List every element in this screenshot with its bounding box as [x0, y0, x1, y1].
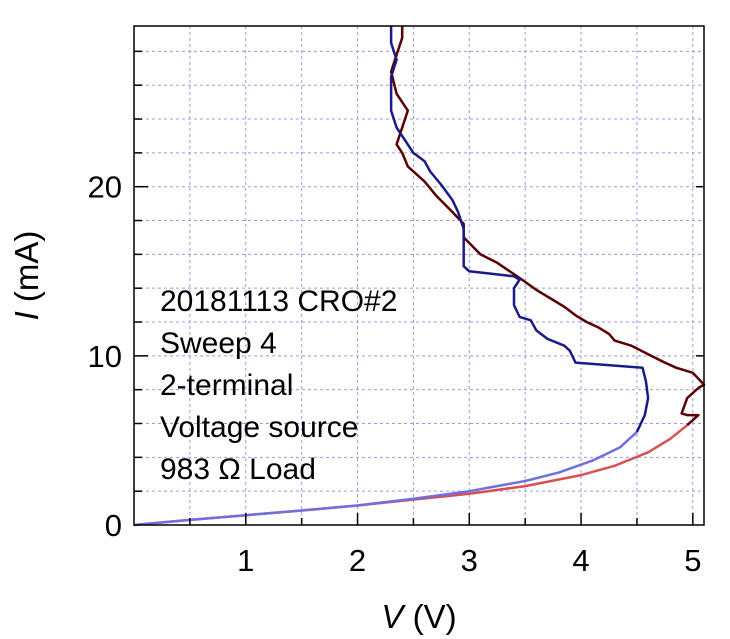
x-axis-unit: (V) [413, 598, 457, 635]
x-axis-variable: V [381, 598, 406, 635]
y-tick-label: 0 [105, 508, 122, 543]
y-axis-unit: (mA) [8, 231, 45, 302]
annotation-line-date-device: 20181113 CRO#2 [160, 285, 397, 318]
y-axis-label: I (mA) [8, 231, 45, 321]
annotation-line-sweep: Sweep 4 [160, 327, 277, 360]
x-tick-label: 1 [237, 543, 254, 578]
series-layer [133, 26, 706, 527]
series-2-high-line [389, 26, 650, 433]
series-2-low-line [133, 431, 638, 527]
annotation-line-source: Voltage source [160, 411, 358, 444]
grid [134, 26, 704, 525]
annotation-line-terminal: 2-terminal [160, 369, 293, 402]
x-axis-label: V (V) [381, 598, 456, 635]
y-tick-label: 20 [88, 170, 122, 205]
plot-frame [133, 25, 705, 526]
x-tick-label: 2 [349, 543, 366, 578]
x-tick-label: 4 [572, 543, 589, 578]
annotation-line-load: 983 Ω Load [160, 453, 316, 486]
x-tick-label: 5 [684, 543, 701, 578]
x-tick-label: 3 [461, 543, 478, 578]
y-axis-variable: I [8, 311, 45, 320]
y-tick-label: 10 [88, 339, 122, 374]
ticks: 1 2 3 4 5 0 10 20 [88, 50, 704, 578]
series-1-high-line [389, 26, 706, 427]
